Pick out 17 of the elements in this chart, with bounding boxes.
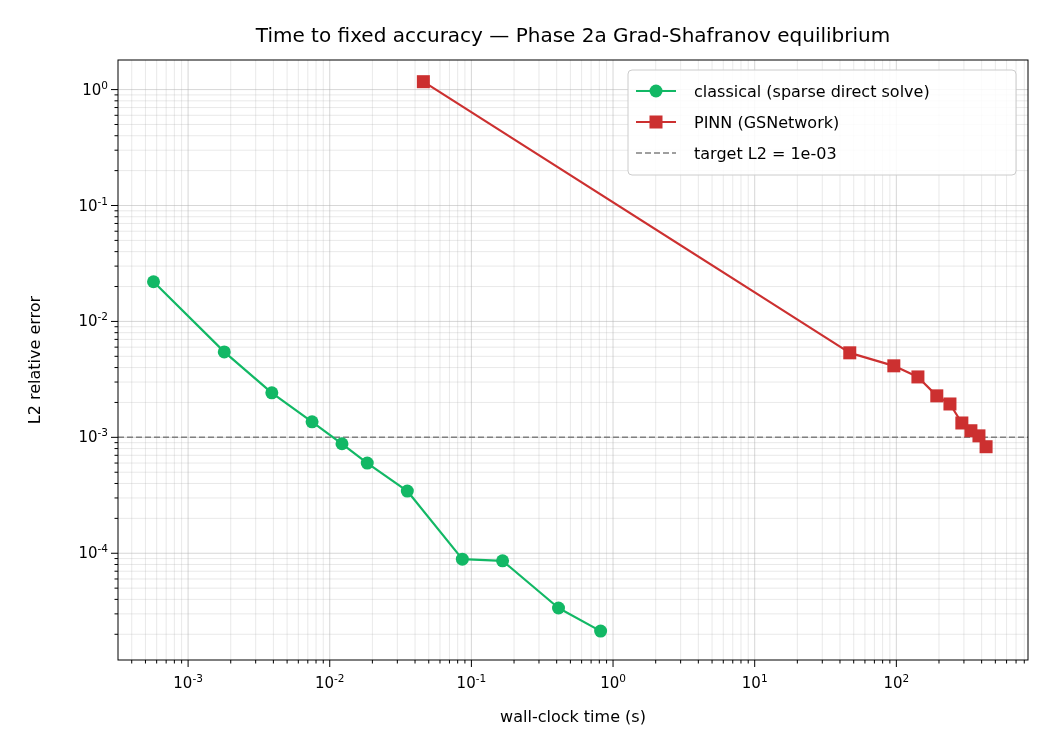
x-axis-title: wall-clock time (s)	[500, 707, 646, 726]
legend-label: PINN (GSNetwork)	[694, 113, 840, 132]
legend-label: target L2 = 1e-03	[694, 144, 837, 163]
y-axis-title: L2 relative error	[25, 295, 44, 425]
y-tick-label: 10$^{-1}$	[78, 194, 108, 215]
y-tick-label: 10$^{-2}$	[78, 310, 108, 331]
y-tick-label: 10$^{-3}$	[78, 426, 108, 447]
y-tick-label: 10$^{-4}$	[78, 542, 109, 563]
chart-title: Time to fixed accuracy — Phase 2a Grad-Shafranov equilibrium	[254, 23, 891, 47]
y-tick-label: 10$^{0}$	[82, 78, 108, 99]
x-tick-label: 10$^{0}$	[600, 672, 626, 692]
x-tick-label: 10$^{-1}$	[456, 672, 487, 692]
x-tick-label: 10$^{2}$	[883, 672, 910, 692]
legend-label: classical (sparse direct solve)	[694, 82, 930, 101]
x-tick-label: 10$^{1}$	[741, 672, 768, 692]
x-tick-label: 10$^{-2}$	[314, 672, 345, 692]
x-tick-label: 10$^{-3}$	[173, 672, 203, 692]
